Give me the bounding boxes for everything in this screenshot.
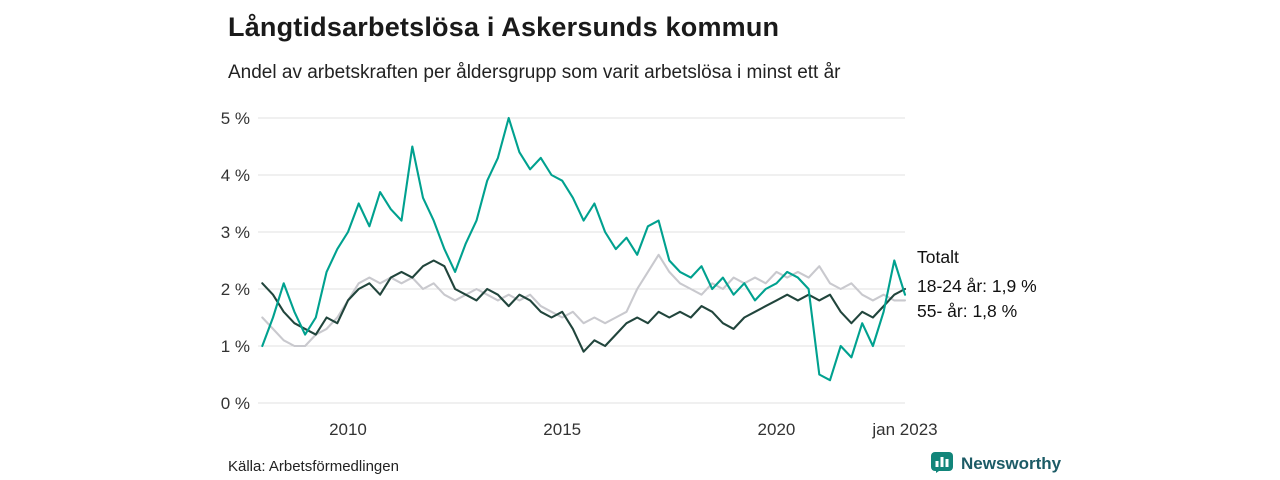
line-chart-canvas: 0 % 1 % 2 % 3 % 4 % 5 % 2010 2015 2020 jan 2023	[221, 109, 938, 439]
newsworthy-logo-text: Newsworthy	[961, 454, 1062, 473]
x-tick-label: 2010	[329, 420, 367, 439]
series-end-label-totalt: Totalt	[917, 247, 959, 267]
newsworthy-logo: Newsworthy	[931, 452, 1061, 476]
series-line-totalt	[261, 259, 907, 353]
source-attribution: Källa: Arbetsförmedlingen	[228, 458, 399, 475]
series-line-55-r	[261, 253, 907, 348]
y-tick-label: 2 %	[221, 280, 250, 299]
y-tick-label: 1 %	[221, 337, 250, 356]
y-tick-label: 4 %	[221, 166, 250, 185]
chart-title: Långtidsarbetslösa i Askersunds kommun	[228, 12, 780, 42]
y-tick-label: 3 %	[221, 223, 250, 242]
x-tick-label: 2020	[758, 420, 796, 439]
bar-chart-icon	[931, 452, 953, 473]
series-end-label-18-24: 18-24 år: 1,9 %	[917, 276, 1037, 296]
series-line-18-24-r	[261, 116, 907, 382]
chart-subtitle: Andel av arbetskraften per åldersgrupp s…	[228, 62, 841, 83]
x-tick-label: 2015	[543, 420, 581, 439]
x-tick-label: jan 2023	[871, 420, 937, 439]
y-tick-label: 0 %	[221, 394, 250, 413]
series-end-label-55: 55- år: 1,8 %	[917, 301, 1018, 321]
y-tick-label: 5 %	[221, 109, 250, 128]
